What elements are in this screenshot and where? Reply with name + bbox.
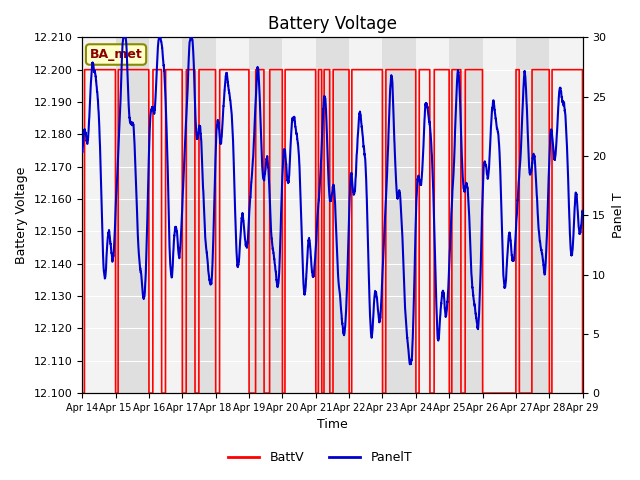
Bar: [316, 37, 349, 393]
Y-axis label: Panel T: Panel T: [612, 192, 625, 238]
BattV: [579, 390, 586, 396]
Bar: [115, 37, 149, 393]
Bar: [249, 37, 282, 393]
BattV: [303, 67, 310, 72]
PanelT: [197, 136, 205, 142]
PanelT: [200, 198, 207, 204]
PanelT: [579, 208, 586, 214]
Bar: [82, 37, 115, 393]
Text: BA_met: BA_met: [90, 48, 143, 61]
BattV: [78, 390, 86, 396]
PanelT: [120, 35, 127, 40]
Bar: [383, 37, 416, 393]
Bar: [182, 37, 216, 393]
BattV: [267, 67, 275, 72]
Line: PanelT: PanelT: [82, 37, 582, 364]
Bar: [449, 37, 483, 393]
Bar: [483, 37, 516, 393]
Title: Battery Voltage: Battery Voltage: [268, 15, 397, 33]
PanelT: [195, 130, 202, 135]
X-axis label: Time: Time: [317, 419, 348, 432]
Bar: [549, 37, 582, 393]
Bar: [416, 37, 449, 393]
PanelT: [406, 361, 413, 367]
PanelT: [267, 223, 275, 228]
BattV: [197, 67, 205, 72]
PanelT: [575, 224, 582, 230]
BattV: [200, 67, 207, 72]
Y-axis label: Battery Voltage: Battery Voltage: [15, 167, 28, 264]
BattV: [575, 67, 582, 72]
PanelT: [78, 149, 86, 155]
Bar: [349, 37, 383, 393]
Legend: BattV, PanelT: BattV, PanelT: [223, 446, 417, 469]
Bar: [149, 37, 182, 393]
Line: BattV: BattV: [82, 70, 582, 393]
BattV: [81, 67, 88, 72]
PanelT: [303, 270, 310, 276]
Bar: [516, 37, 549, 393]
Bar: [282, 37, 316, 393]
BattV: [195, 390, 202, 396]
Bar: [216, 37, 249, 393]
